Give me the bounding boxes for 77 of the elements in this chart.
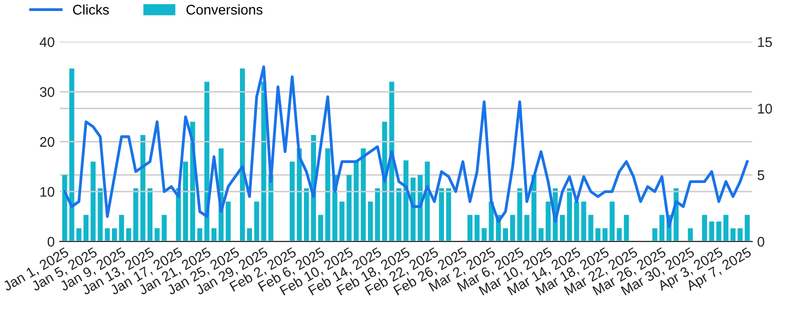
bar [439, 188, 444, 242]
legend-label: Clicks [73, 4, 109, 15]
bar [688, 228, 693, 242]
bar [659, 214, 664, 242]
bar [510, 214, 516, 242]
bar [602, 228, 608, 242]
bar [595, 228, 600, 242]
bar [98, 188, 103, 242]
bar [290, 162, 295, 242]
bar [581, 202, 586, 242]
bar [616, 228, 622, 242]
bar [268, 174, 274, 242]
bar [368, 202, 373, 242]
bar [254, 202, 260, 242]
y2-tick-label: 0 [758, 236, 764, 247]
bar [154, 228, 160, 242]
bar [318, 214, 324, 242]
bar [709, 222, 714, 242]
bar [360, 148, 366, 242]
bar [339, 202, 344, 242]
bar [652, 228, 658, 242]
bar [538, 228, 544, 242]
bar [567, 188, 572, 242]
bar [396, 188, 402, 242]
bar [702, 214, 708, 242]
bar [403, 160, 408, 242]
bar [375, 188, 380, 242]
bar [730, 228, 736, 242]
y-tick-label: 0 [48, 236, 54, 247]
bar [140, 135, 146, 242]
legend-label: Conversions [186, 4, 262, 15]
bar [474, 214, 480, 242]
bar [354, 162, 359, 242]
bar [183, 162, 188, 242]
bar [240, 68, 245, 242]
bar [517, 188, 522, 242]
y2-tick-label: 15 [758, 37, 772, 48]
bar [346, 174, 352, 242]
bar [482, 228, 487, 242]
bar [524, 214, 530, 242]
bar [126, 228, 132, 242]
bar [247, 228, 252, 242]
bar [304, 188, 309, 242]
bar [148, 188, 152, 242]
bar [162, 214, 167, 242]
bar [588, 214, 594, 242]
bar [226, 202, 231, 242]
bar [62, 174, 68, 242]
bar [610, 202, 615, 242]
y-tick-label: 40 [40, 37, 54, 48]
bar [69, 68, 74, 242]
bar [119, 214, 124, 242]
bar [90, 162, 96, 242]
bar [76, 228, 82, 242]
bar [104, 228, 110, 242]
bar [197, 228, 202, 242]
y-tick-label: 20 [40, 137, 54, 147]
y2-tick-label: 5 [758, 170, 764, 180]
bar [560, 214, 565, 242]
bar [84, 214, 88, 242]
bar [467, 214, 472, 242]
bar [716, 222, 722, 242]
bar [546, 202, 551, 242]
bar [503, 228, 508, 242]
bar [424, 162, 430, 242]
bar [133, 188, 138, 242]
line-series [63, 65, 749, 228]
bar [723, 214, 728, 242]
y2-tick-label: 10 [758, 104, 772, 114]
bar [624, 214, 629, 242]
bar [446, 188, 452, 242]
bar [574, 202, 580, 242]
bar [112, 228, 117, 242]
bar [212, 228, 216, 242]
y-tick-label: 30 [40, 87, 54, 97]
bar [738, 228, 743, 242]
y-tick-label: 10 [40, 186, 54, 197]
